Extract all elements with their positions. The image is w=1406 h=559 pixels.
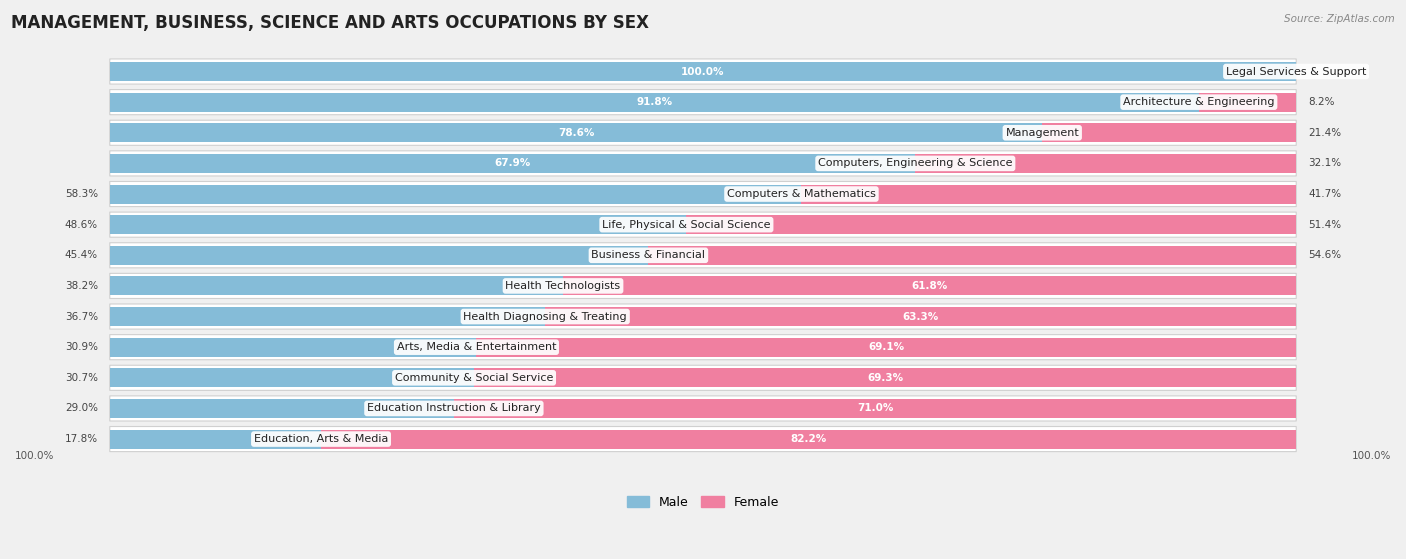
FancyBboxPatch shape — [110, 365, 1296, 390]
Text: 58.3%: 58.3% — [65, 189, 98, 199]
Text: Health Diagnosing & Treating: Health Diagnosing & Treating — [464, 311, 627, 321]
FancyBboxPatch shape — [110, 59, 1296, 84]
Text: 100.0%: 100.0% — [15, 451, 55, 461]
FancyBboxPatch shape — [110, 427, 1296, 452]
Text: Management: Management — [1005, 128, 1080, 138]
Text: Health Technologists: Health Technologists — [506, 281, 620, 291]
Bar — [110, 338, 477, 357]
Bar — [110, 399, 454, 418]
Bar — [110, 276, 562, 295]
Text: 30.9%: 30.9% — [65, 342, 98, 352]
Text: 21.4%: 21.4% — [1308, 128, 1341, 138]
FancyBboxPatch shape — [110, 212, 1296, 237]
Text: 32.1%: 32.1% — [1308, 158, 1341, 168]
Text: Education, Arts & Media: Education, Arts & Media — [254, 434, 388, 444]
Bar — [110, 215, 686, 234]
Text: 91.8%: 91.8% — [637, 97, 672, 107]
FancyBboxPatch shape — [110, 335, 1296, 360]
Bar — [1042, 124, 1296, 143]
FancyBboxPatch shape — [110, 243, 1296, 268]
FancyBboxPatch shape — [110, 273, 1296, 299]
Text: 69.3%: 69.3% — [868, 373, 903, 383]
Bar — [321, 429, 1296, 448]
Text: Legal Services & Support: Legal Services & Support — [1226, 67, 1367, 77]
Bar — [474, 368, 1296, 387]
Text: 41.7%: 41.7% — [1308, 189, 1341, 199]
Text: 8.2%: 8.2% — [1308, 97, 1334, 107]
Bar — [477, 338, 1296, 357]
Text: Computers & Mathematics: Computers & Mathematics — [727, 189, 876, 199]
FancyBboxPatch shape — [110, 182, 1296, 207]
Text: 82.2%: 82.2% — [790, 434, 827, 444]
Text: 71.0%: 71.0% — [856, 404, 893, 414]
Text: 48.6%: 48.6% — [65, 220, 98, 230]
Text: Life, Physical & Social Science: Life, Physical & Social Science — [602, 220, 770, 230]
FancyBboxPatch shape — [110, 151, 1296, 176]
Text: 69.1%: 69.1% — [869, 342, 904, 352]
Text: 29.0%: 29.0% — [65, 404, 98, 414]
Bar — [110, 307, 546, 326]
Text: 78.6%: 78.6% — [558, 128, 595, 138]
Bar — [801, 184, 1296, 203]
Text: 61.8%: 61.8% — [911, 281, 948, 291]
Text: Education Instruction & Library: Education Instruction & Library — [367, 404, 541, 414]
Bar — [110, 368, 474, 387]
Text: 67.9%: 67.9% — [495, 158, 530, 168]
Text: 100.0%: 100.0% — [682, 67, 724, 77]
Bar — [648, 246, 1296, 265]
Text: 63.3%: 63.3% — [903, 311, 939, 321]
Text: Business & Financial: Business & Financial — [592, 250, 706, 260]
Bar — [110, 93, 1199, 112]
Text: 51.4%: 51.4% — [1308, 220, 1341, 230]
Text: Arts, Media & Entertainment: Arts, Media & Entertainment — [396, 342, 557, 352]
Text: 38.2%: 38.2% — [65, 281, 98, 291]
Bar — [686, 215, 1296, 234]
Bar — [110, 124, 1042, 143]
Text: 36.7%: 36.7% — [65, 311, 98, 321]
Bar — [110, 246, 648, 265]
Bar — [110, 154, 915, 173]
FancyBboxPatch shape — [110, 304, 1296, 329]
FancyBboxPatch shape — [110, 89, 1296, 115]
Bar — [110, 62, 1296, 81]
Text: MANAGEMENT, BUSINESS, SCIENCE AND ARTS OCCUPATIONS BY SEX: MANAGEMENT, BUSINESS, SCIENCE AND ARTS O… — [11, 14, 650, 32]
Text: Source: ZipAtlas.com: Source: ZipAtlas.com — [1284, 14, 1395, 24]
Bar — [562, 276, 1296, 295]
Text: 100.0%: 100.0% — [1351, 451, 1391, 461]
Bar — [546, 307, 1296, 326]
FancyBboxPatch shape — [110, 396, 1296, 421]
Text: 17.8%: 17.8% — [65, 434, 98, 444]
Text: 54.6%: 54.6% — [1308, 250, 1341, 260]
Text: Computers, Engineering & Science: Computers, Engineering & Science — [818, 158, 1012, 168]
Bar — [915, 154, 1296, 173]
Text: 30.7%: 30.7% — [65, 373, 98, 383]
Legend: Male, Female: Male, Female — [621, 491, 785, 514]
Text: Architecture & Engineering: Architecture & Engineering — [1123, 97, 1275, 107]
Bar — [110, 429, 321, 448]
Bar — [1199, 93, 1296, 112]
FancyBboxPatch shape — [110, 120, 1296, 145]
Text: 45.4%: 45.4% — [65, 250, 98, 260]
Bar — [110, 184, 801, 203]
Text: Community & Social Service: Community & Social Service — [395, 373, 553, 383]
Bar — [454, 399, 1296, 418]
